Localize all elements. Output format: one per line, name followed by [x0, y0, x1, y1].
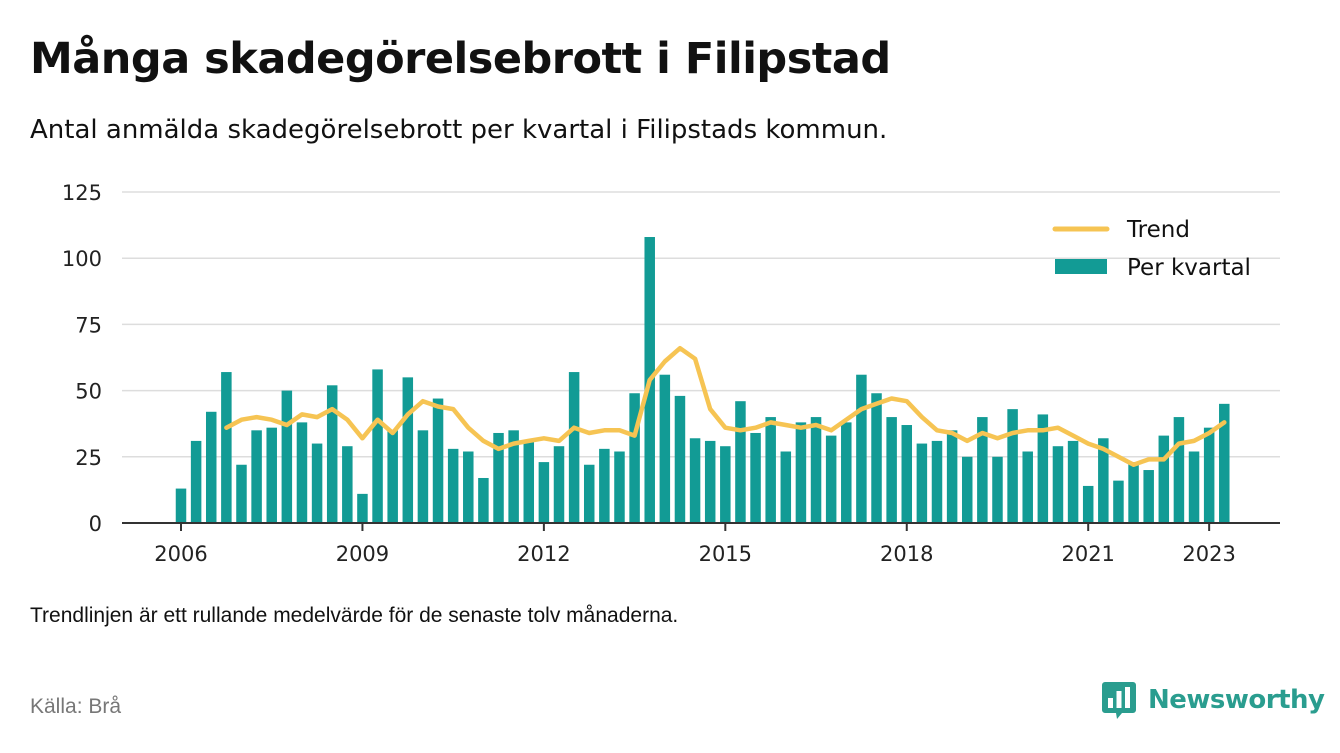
x-tick-label: 2006	[154, 542, 207, 566]
bar	[841, 422, 852, 523]
bar	[720, 446, 731, 523]
source-label: Källa: Brå	[30, 695, 122, 718]
x-tick-label: 2015	[699, 542, 752, 566]
bar	[1203, 427, 1215, 523]
bar	[1098, 438, 1109, 523]
y-tick-label: 50	[75, 380, 102, 404]
x-tick-label: 2012	[517, 542, 570, 566]
bar	[221, 372, 232, 523]
bar	[281, 390, 293, 523]
bar	[402, 377, 414, 523]
bar	[901, 425, 913, 523]
bar	[1173, 417, 1185, 523]
bar	[538, 462, 550, 523]
chart-canvas: 0 25 50 75 100 125 2006 2009 2012 2015 2018 2021 202…	[62, 181, 1280, 566]
bar	[1007, 409, 1018, 523]
bar	[1082, 485, 1094, 523]
bar	[1052, 446, 1064, 523]
bar	[856, 374, 867, 523]
bar	[296, 422, 308, 523]
chart-subtitle: Antal anmälda skadegörelsebrott per kvar…	[30, 115, 888, 145]
bar	[583, 464, 595, 523]
brand-logo: Newsworthy	[1102, 680, 1325, 720]
bar	[553, 446, 565, 523]
bar	[614, 451, 625, 523]
bar	[478, 477, 489, 523]
bar	[342, 446, 353, 523]
bar	[1158, 435, 1170, 523]
bar	[311, 443, 323, 523]
bar	[417, 430, 429, 523]
bar	[674, 395, 686, 523]
bar	[916, 443, 928, 523]
y-tick-label: 75	[75, 313, 102, 337]
bar	[1128, 462, 1139, 523]
bar	[251, 430, 262, 523]
bar	[387, 430, 398, 523]
bar	[780, 451, 792, 523]
bar	[825, 435, 837, 523]
bar	[372, 369, 383, 523]
trend-line	[224, 345, 1227, 467]
bar	[810, 417, 822, 523]
bar	[205, 411, 217, 523]
bar	[946, 430, 958, 523]
bar	[357, 493, 368, 523]
newsworthy-logo-icon	[1102, 682, 1136, 719]
bar	[886, 417, 897, 523]
bar	[568, 372, 580, 523]
chart-title: Många skadegörelsebrott i Filipstad	[30, 34, 891, 84]
bar	[1037, 414, 1049, 523]
bar	[1022, 451, 1033, 523]
bar	[463, 451, 474, 523]
bar	[795, 422, 807, 523]
bar	[508, 430, 519, 523]
y-tick-label: 0	[89, 512, 102, 536]
bar	[1113, 480, 1124, 523]
legend-label-trend: Trend	[1126, 217, 1190, 243]
x-tick-label: 2023	[1182, 542, 1235, 566]
bar	[326, 385, 338, 523]
bar	[1143, 470, 1154, 523]
bar	[704, 440, 716, 523]
bar	[961, 456, 973, 523]
brand-name: Newsworthy	[1148, 685, 1325, 715]
legend-swatch-bars	[1055, 259, 1107, 274]
bar	[523, 440, 535, 523]
x-tick-label: 2021	[1061, 542, 1114, 566]
bar	[236, 464, 247, 523]
trend-note: Trendlinjen är ett rullande medelvärde f…	[30, 604, 679, 627]
y-tick-label: 125	[62, 181, 102, 205]
bar	[659, 374, 671, 523]
bar	[190, 440, 202, 523]
y-tick-label: 100	[62, 247, 102, 271]
bar	[1067, 440, 1079, 523]
bar	[447, 448, 459, 523]
x-tick-label: 2018	[880, 542, 933, 566]
y-tick-label: 25	[75, 446, 102, 470]
bar	[599, 448, 610, 523]
bar	[266, 427, 277, 523]
bar	[931, 440, 943, 523]
bar	[629, 393, 640, 523]
x-tick-label: 2009	[336, 542, 389, 566]
bar	[175, 488, 187, 523]
bar	[1188, 451, 1200, 523]
legend-label-bars: Per kvartal	[1127, 255, 1251, 281]
bar	[1219, 403, 1230, 523]
bar	[871, 393, 882, 523]
bar	[977, 417, 988, 523]
bar	[689, 438, 701, 523]
bar	[735, 401, 746, 523]
bar	[432, 398, 444, 523]
bar	[493, 432, 504, 523]
bar	[992, 456, 1003, 523]
bar	[765, 417, 776, 523]
bar	[750, 432, 761, 523]
